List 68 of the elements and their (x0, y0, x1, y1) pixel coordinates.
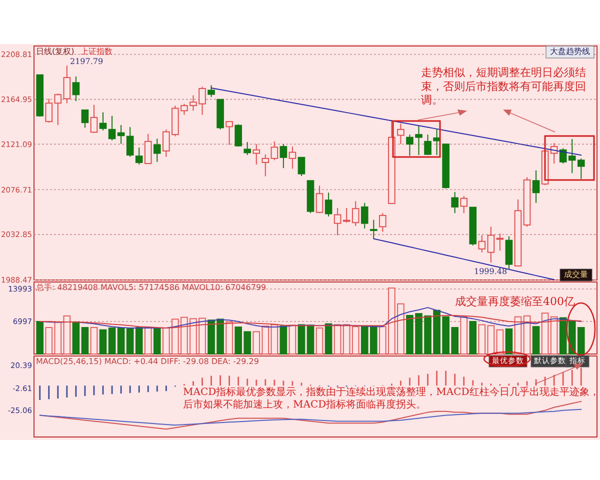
annotation: 成交量 (564, 270, 588, 279)
candlestick (135, 147, 143, 166)
bar (81, 327, 89, 354)
bar (324, 323, 332, 354)
candlestick (487, 226, 495, 264)
chart-subtitle: 上证指数 (80, 47, 112, 56)
candlestick (99, 112, 107, 131)
candlestick (342, 207, 350, 224)
chart-title: 日线(复权) (36, 47, 74, 56)
candlestick (153, 138, 161, 162)
candlestick (81, 109, 89, 128)
line-series (39, 314, 582, 328)
annotation: 2197.79 (70, 57, 104, 66)
bar (117, 327, 125, 354)
bar (36, 320, 44, 354)
bar (108, 327, 116, 354)
annotation: 大盘趋势线 (550, 47, 590, 56)
bar (298, 324, 306, 354)
candlestick (352, 200, 360, 227)
candlestick (424, 134, 432, 156)
candlestick (63, 65, 71, 104)
annotation: 1999.48 (474, 267, 508, 276)
bar (505, 328, 513, 354)
candlestick (505, 236, 513, 270)
candlestick (126, 126, 134, 158)
annotation: 成交量再度萎缩至400亿 (455, 295, 575, 308)
candlestick (90, 104, 98, 134)
bar (126, 328, 134, 354)
candlestick (370, 219, 378, 240)
candlestick (262, 154, 270, 177)
candlestick (144, 133, 152, 164)
candlestick (496, 233, 504, 252)
bar (135, 327, 143, 354)
candlestick (234, 124, 242, 148)
candlestick (208, 84, 215, 98)
candlestick (460, 196, 468, 214)
candlestick (226, 121, 233, 146)
candlestick (324, 192, 332, 217)
chart-title: 总手: 48219408 MAVOL5: 57174586 MAVOL10: 67046799 (35, 283, 266, 292)
candlestick (316, 185, 324, 214)
candlestick (532, 170, 540, 204)
candlestick (379, 212, 386, 232)
candlestick (334, 207, 342, 236)
annotation: 走势相似，短期调整在明日必须结束，否则后市指数将有可能再度回调。 (421, 66, 586, 106)
candlestick (451, 191, 458, 214)
candlestick (397, 123, 404, 145)
candlestick (244, 142, 252, 156)
bar (532, 326, 540, 354)
candlestick (288, 146, 296, 170)
candlestick (478, 234, 486, 253)
bar (72, 321, 80, 354)
candlestick (280, 144, 288, 169)
bar (306, 324, 314, 354)
candlestick (252, 144, 260, 166)
chart-title: MACD(25,46,15) MACD: +0.44 DIFF: -29.08 DEA: -29.29 (36, 357, 259, 366)
candlestick (298, 156, 306, 177)
candlestick (72, 76, 80, 102)
annotation: MACD指标最优参数显示，指数由于连续出现震荡整理，MACD红柱今日几乎出现走平迹象，后市如果不能加速上攻，MACD指标将面临再度拐头。 (183, 386, 600, 410)
line-series (373, 238, 555, 280)
bar (469, 320, 477, 354)
candlestick (360, 202, 368, 229)
candlestick (117, 124, 125, 144)
candlestick (270, 140, 278, 161)
candlestick (108, 115, 116, 141)
bar (153, 327, 161, 354)
bar (280, 326, 288, 354)
line-series (39, 408, 582, 426)
bar (99, 329, 107, 354)
